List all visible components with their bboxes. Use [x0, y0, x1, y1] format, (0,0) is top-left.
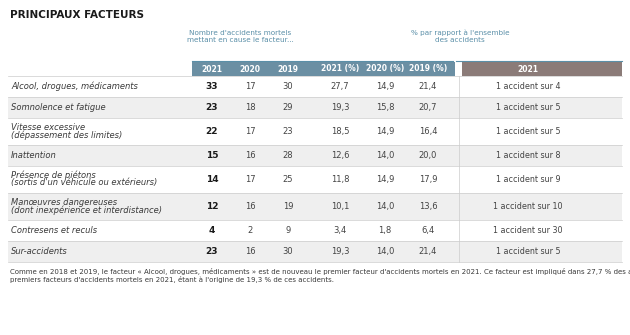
Text: 14: 14 [205, 175, 219, 184]
Text: 21,4: 21,4 [419, 247, 437, 256]
Text: 19: 19 [283, 202, 293, 211]
Text: (dont inexpérience et interdistance): (dont inexpérience et interdistance) [11, 205, 162, 215]
Text: 15: 15 [206, 151, 218, 160]
Text: Somnolence et fatigue: Somnolence et fatigue [11, 103, 106, 112]
Text: 16: 16 [244, 202, 255, 211]
Text: 14,9: 14,9 [376, 82, 394, 91]
Text: (dépassement des limites): (dépassement des limites) [11, 131, 122, 140]
Text: 2021 (%): 2021 (%) [321, 65, 359, 73]
Text: Sur-accidents: Sur-accidents [11, 247, 68, 256]
Bar [462, 62, 622, 76]
Text: 20,7: 20,7 [419, 103, 437, 112]
Text: 14,9: 14,9 [376, 127, 394, 136]
Text: 1 accident sur 10: 1 accident sur 10 [493, 202, 563, 211]
Text: 23: 23 [206, 247, 218, 256]
Text: 15,8: 15,8 [375, 103, 394, 112]
Text: 1,8: 1,8 [379, 226, 392, 235]
Text: 1 accident sur 4: 1 accident sur 4 [496, 82, 560, 91]
Text: % par rapport à l'ensemble
des accidents: % par rapport à l'ensemble des accidents [411, 30, 509, 44]
Text: 2021: 2021 [202, 65, 222, 73]
Text: 12: 12 [206, 202, 218, 211]
Text: Inattention: Inattention [11, 151, 57, 160]
Bar [192, 62, 455, 76]
Text: 17: 17 [244, 82, 255, 91]
Text: 30: 30 [283, 82, 294, 91]
Text: 16,4: 16,4 [419, 127, 437, 136]
Text: Présence de piétons: Présence de piétons [11, 171, 96, 181]
Text: 14,0: 14,0 [376, 202, 394, 211]
Bar [8, 145, 622, 166]
Text: Nombre d'accidents mortels
mettant en cause le facteur...: Nombre d'accidents mortels mettant en ca… [186, 30, 294, 43]
Text: 23: 23 [206, 103, 218, 112]
Text: 19,3: 19,3 [331, 247, 349, 256]
Bar [8, 118, 622, 145]
Text: 10,1: 10,1 [331, 202, 349, 211]
Bar [8, 241, 622, 262]
Text: 2019 (%): 2019 (%) [409, 65, 447, 73]
Text: 33: 33 [206, 82, 218, 91]
Text: 22: 22 [206, 127, 218, 136]
Text: Alcool, drogues, médicaments: Alcool, drogues, médicaments [11, 82, 138, 91]
Text: 2020 (%): 2020 (%) [366, 65, 404, 73]
Text: 1 accident sur 5: 1 accident sur 5 [496, 247, 560, 256]
Text: Manœuvres dangereuses: Manœuvres dangereuses [11, 198, 117, 207]
Text: 11,8: 11,8 [331, 175, 349, 184]
Bar [8, 220, 622, 241]
Text: 30: 30 [283, 247, 294, 256]
Text: 2020: 2020 [239, 65, 260, 73]
Text: PRINCIPAUX FACTEURS: PRINCIPAUX FACTEURS [10, 10, 144, 20]
Text: 18: 18 [244, 103, 255, 112]
Text: 4: 4 [209, 226, 215, 235]
Text: 17: 17 [244, 175, 255, 184]
Text: 29: 29 [283, 103, 293, 112]
Text: 14,0: 14,0 [376, 151, 394, 160]
Text: Contresens et reculs: Contresens et reculs [11, 226, 97, 235]
Text: 21,4: 21,4 [419, 82, 437, 91]
Text: 2: 2 [248, 226, 253, 235]
Text: Vitesse excessive: Vitesse excessive [11, 123, 85, 132]
Text: 14,0: 14,0 [376, 247, 394, 256]
Text: 2019: 2019 [277, 65, 299, 73]
Text: 20,0: 20,0 [419, 151, 437, 160]
Text: 25: 25 [283, 175, 293, 184]
Text: 18,5: 18,5 [331, 127, 349, 136]
Text: 1 accident sur 5: 1 accident sur 5 [496, 127, 560, 136]
Text: Comme en 2018 et 2019, le facteur « Alcool, drogues, médicaments » est de nouvea: Comme en 2018 et 2019, le facteur « Alco… [10, 268, 630, 283]
Text: 19,3: 19,3 [331, 103, 349, 112]
Text: 17,9: 17,9 [419, 175, 437, 184]
Text: 12,6: 12,6 [331, 151, 349, 160]
Text: (sortis d'un véhicule ou extérieurs): (sortis d'un véhicule ou extérieurs) [11, 179, 158, 188]
Text: 23: 23 [283, 127, 294, 136]
Bar [8, 97, 622, 118]
Bar [8, 76, 622, 97]
Text: 13,6: 13,6 [419, 202, 437, 211]
Text: 28: 28 [283, 151, 294, 160]
Text: 16: 16 [244, 247, 255, 256]
Text: 1 accident sur 9: 1 accident sur 9 [496, 175, 560, 184]
Text: 6,4: 6,4 [421, 226, 435, 235]
Bar [8, 193, 622, 220]
Text: 2021: 2021 [517, 65, 539, 73]
Text: 14,9: 14,9 [376, 175, 394, 184]
Text: 17: 17 [244, 127, 255, 136]
Bar [8, 166, 622, 193]
Text: 3,4: 3,4 [333, 226, 347, 235]
Text: 16: 16 [244, 151, 255, 160]
Text: 1 accident sur 30: 1 accident sur 30 [493, 226, 563, 235]
Text: 1 accident sur 5: 1 accident sur 5 [496, 103, 560, 112]
Text: 27,7: 27,7 [331, 82, 349, 91]
Text: 1 accident sur 8: 1 accident sur 8 [496, 151, 560, 160]
Text: 9: 9 [285, 226, 290, 235]
